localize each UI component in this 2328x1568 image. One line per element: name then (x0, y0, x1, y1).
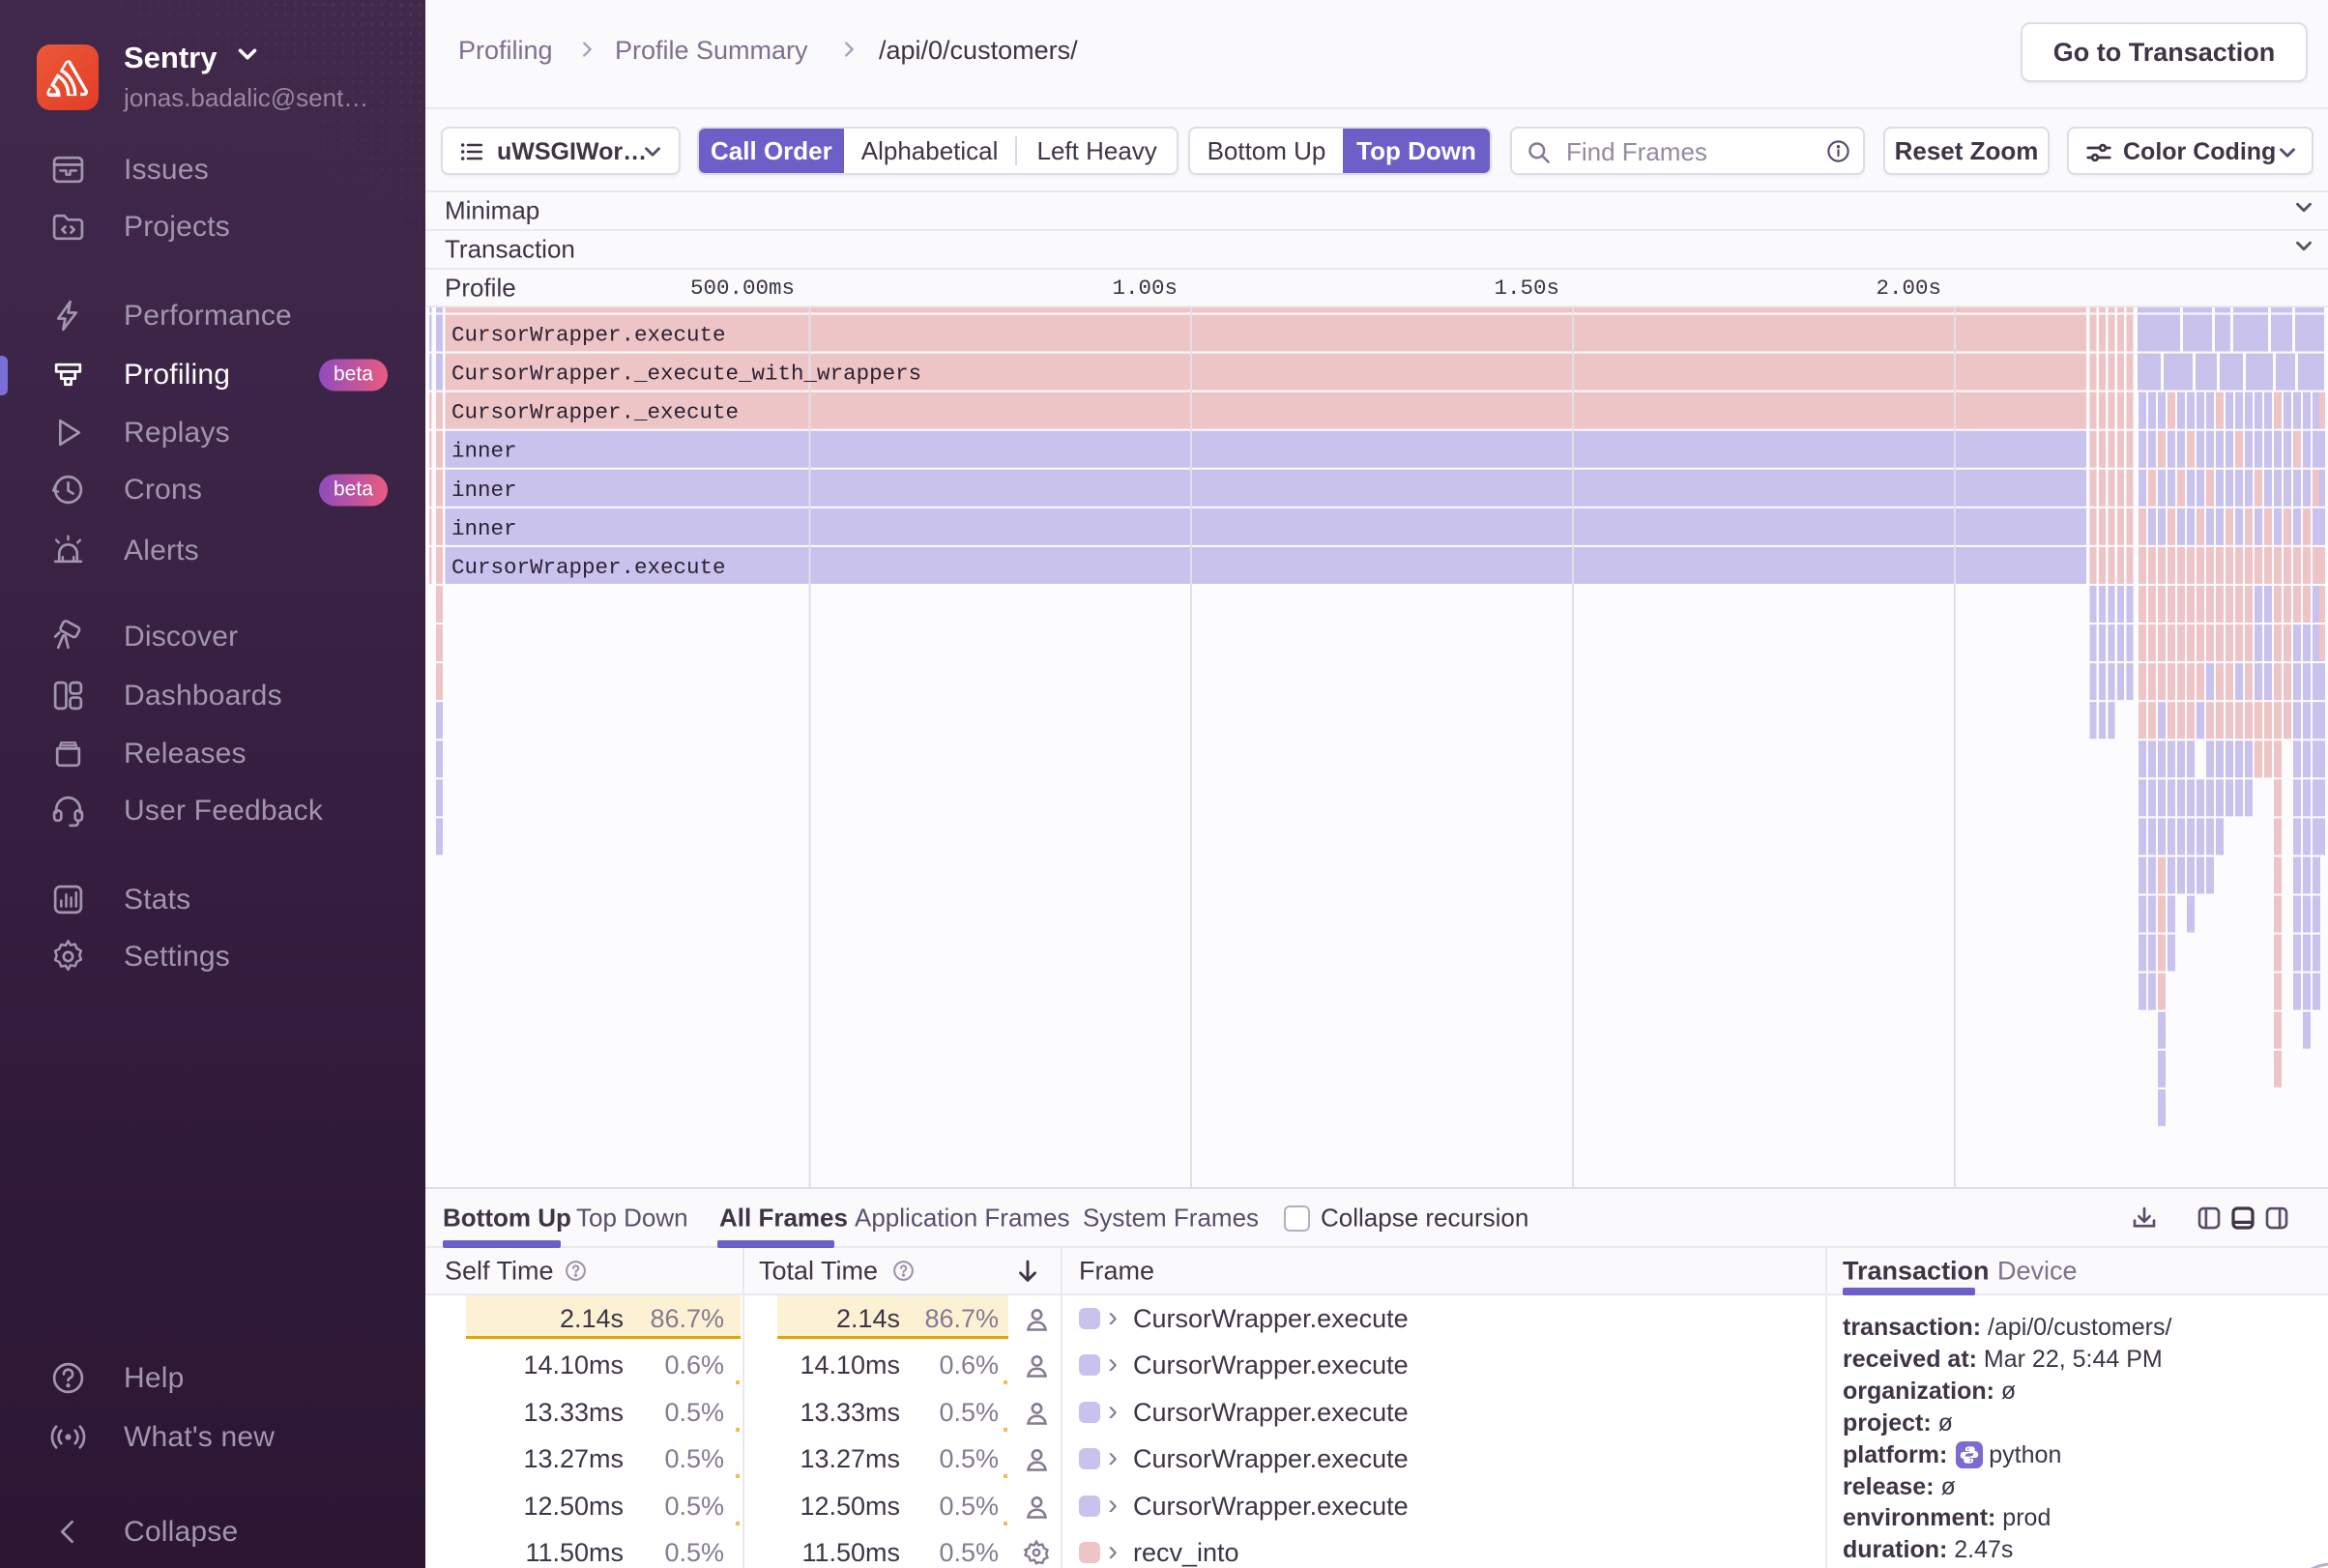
svg-text:inner: inner (451, 439, 517, 464)
svg-text:CursorWrapper.execute: CursorWrapper.execute (451, 555, 726, 580)
svg-text:CursorWrapper.execute: CursorWrapper.execute (451, 323, 726, 348)
svg-text:CursorWrapper._execute_with_wr: CursorWrapper._execute_with_wrappers (451, 362, 921, 387)
svg-text:inner: inner (451, 516, 517, 541)
svg-text:CursorWrapper._execute: CursorWrapper._execute (451, 400, 739, 425)
svg-text:inner: inner (451, 478, 517, 503)
